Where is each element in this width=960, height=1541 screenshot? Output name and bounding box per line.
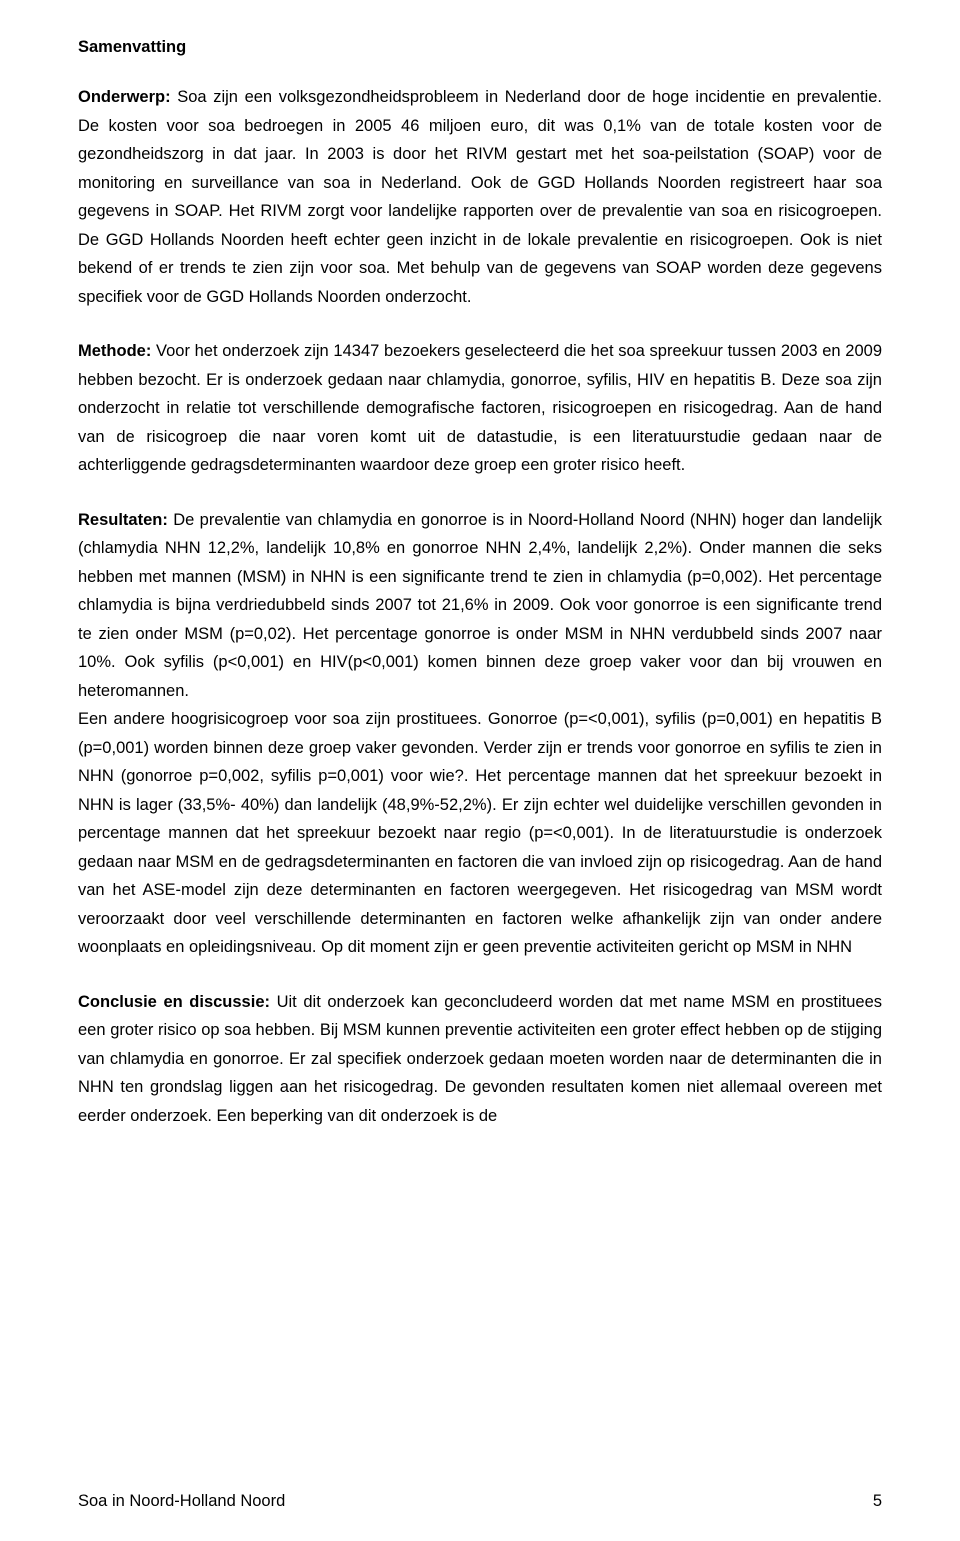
resultaten-text-b: Een andere hoogrisicogroep voor soa zijn… — [78, 710, 882, 956]
section-resultaten-b: Een andere hoogrisicogroep voor soa zijn… — [78, 705, 882, 962]
section-onderwerp: Onderwerp: Soa zijn een volksgezondheids… — [78, 83, 882, 311]
document-page: Samenvatting Onderwerp: Soa zijn een vol… — [0, 0, 960, 1541]
section-resultaten-a: Resultaten: De prevalentie van chlamydia… — [78, 506, 882, 706]
section-methode: Methode: Voor het onderzoek zijn 14347 b… — [78, 337, 882, 480]
methode-text: Voor het onderzoek zijn 14347 bezoekers … — [78, 342, 882, 474]
section-conclusie: Conclusie en discussie: Uit dit onderzoe… — [78, 988, 882, 1131]
conclusie-text: Uit dit onderzoek kan geconcludeerd word… — [78, 993, 882, 1125]
methode-label: Methode: — [78, 342, 151, 360]
resultaten-label: Resultaten: — [78, 511, 168, 529]
onderwerp-text: Soa zijn een volksgezondheidsprobleem in… — [78, 88, 882, 306]
onderwerp-label: Onderwerp: — [78, 88, 171, 106]
footer-left: Soa in Noord-Holland Noord — [78, 1492, 285, 1511]
conclusie-label: Conclusie en discussie: — [78, 993, 270, 1011]
resultaten-text-a: De prevalentie van chlamydia en gonorroe… — [78, 511, 882, 700]
page-title: Samenvatting — [78, 38, 882, 57]
footer-page-number: 5 — [873, 1492, 882, 1511]
page-footer: Soa in Noord-Holland Noord 5 — [78, 1492, 882, 1511]
